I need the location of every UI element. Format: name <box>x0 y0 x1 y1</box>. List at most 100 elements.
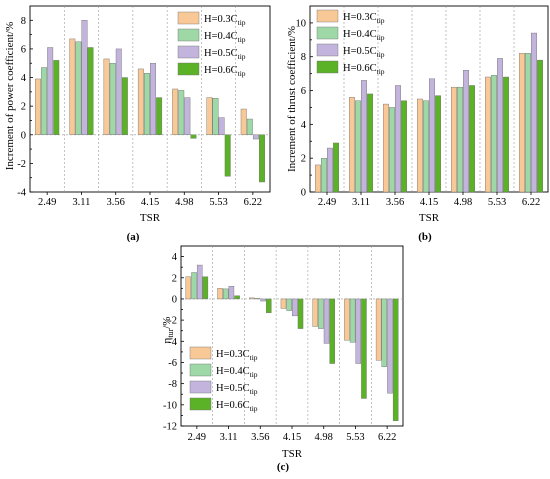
legend-label: H=0.3Ctip <box>204 14 246 27</box>
bar <box>87 47 94 135</box>
y-tick-label: -12 <box>163 422 177 433</box>
bar <box>318 298 324 329</box>
bar <box>254 298 261 300</box>
y-tick-label: 8 <box>301 52 306 63</box>
plot-frame <box>180 245 404 427</box>
x-tick-label: 4.15 <box>283 432 301 443</box>
bar <box>355 298 362 364</box>
x-tick-label: 5.53 <box>488 197 506 208</box>
y-tick-label: 0 <box>21 130 26 141</box>
y-tick-label: 8 <box>21 16 26 27</box>
y-tick-label: -4 <box>168 337 177 348</box>
y-axis-label: ηtur/% <box>161 317 175 344</box>
bar <box>144 73 150 135</box>
bar <box>286 298 292 311</box>
y-tick-label: -10 <box>163 400 177 411</box>
legend-swatch <box>189 346 212 360</box>
bar <box>75 41 82 135</box>
bar <box>206 97 213 135</box>
bar <box>349 298 356 343</box>
bar <box>392 298 399 421</box>
bar <box>246 118 253 135</box>
legend-label: H=0.5Ctip <box>216 383 258 396</box>
bar <box>355 100 361 193</box>
bar <box>519 53 525 193</box>
bar <box>321 157 327 193</box>
y-tick-label: -2 <box>168 316 177 327</box>
x-tick-label: 3.11 <box>352 197 370 208</box>
bar <box>417 98 423 193</box>
bar <box>172 88 179 135</box>
x-tick-label: 2.49 <box>318 197 336 208</box>
x-tick-label: 3.11 <box>72 197 90 208</box>
x-tick-label: 3.56 <box>386 197 404 208</box>
bar <box>47 47 54 135</box>
bar <box>260 298 266 302</box>
bar <box>389 107 395 193</box>
bar <box>196 264 203 300</box>
bar <box>224 134 231 177</box>
bar <box>349 97 355 193</box>
y-tick-label: -6 <box>168 358 177 369</box>
bar <box>218 117 225 135</box>
y-tick-label: -4 <box>17 188 26 199</box>
legend-label: H=0.4Ctip <box>343 29 385 42</box>
bar <box>249 297 255 300</box>
bar <box>381 298 388 367</box>
legend-swatch <box>189 397 212 411</box>
x-tick-label: 2.49 <box>38 197 56 208</box>
legend-label: H=0.4Ctip <box>216 366 258 379</box>
bar <box>156 97 163 135</box>
bar <box>361 80 367 193</box>
bar <box>109 63 116 135</box>
bar <box>41 67 48 135</box>
y-tick-label: 2 <box>21 102 26 113</box>
x-tick-label: 3.11 <box>220 432 238 443</box>
bar <box>297 298 304 329</box>
bar <box>178 90 185 135</box>
bar <box>367 93 373 193</box>
legend-label: H=0.6Ctip <box>343 63 385 76</box>
x-axis-label: TSR <box>140 212 161 224</box>
legend-label: H=0.6Ctip <box>204 65 246 78</box>
legend-swatch <box>316 26 339 40</box>
y-tick-label: 6 <box>21 44 26 55</box>
legend-swatch <box>177 28 200 42</box>
x-tick-label: 4.98 <box>315 432 333 443</box>
panel-label: (a) <box>127 231 140 243</box>
bar <box>222 288 229 300</box>
x-tick-label: 6.22 <box>244 197 262 208</box>
legend-swatch <box>177 11 200 25</box>
legend-label: H=0.3Ctip <box>343 12 385 25</box>
bar <box>375 298 382 361</box>
y-tick-label: -8 <box>168 379 177 390</box>
legend-swatch <box>177 62 200 76</box>
bar <box>280 298 287 309</box>
y-axis-label: Increment of power coefficient/% <box>4 22 16 171</box>
legend-label: H=0.5Ctip <box>343 46 385 59</box>
y-tick-label: 4 <box>21 73 27 84</box>
bar <box>429 78 435 193</box>
bar <box>451 86 457 193</box>
bar <box>103 58 110 135</box>
bar <box>259 134 265 183</box>
bar <box>531 32 537 193</box>
panel-label: (b) <box>418 231 432 243</box>
bar <box>266 298 272 313</box>
x-axis-label: TSR <box>419 212 440 224</box>
bar <box>121 77 128 135</box>
bar <box>383 103 389 193</box>
y-tick-label: 10 <box>296 18 307 29</box>
bar <box>401 100 407 193</box>
bar <box>190 134 197 139</box>
x-tick-label: 6.22 <box>522 197 540 208</box>
bar <box>240 108 247 135</box>
y-tick-label: 4 <box>301 120 307 131</box>
bar <box>463 70 469 193</box>
bar <box>315 164 321 193</box>
bar <box>217 288 223 300</box>
legend-swatch <box>316 9 339 23</box>
bar <box>485 76 491 193</box>
bar <box>457 86 463 193</box>
chart-panel-1: 0 2 4 6 8 10 2.49 3.11 3.56 4.15 4.98 5.53 6.22 TSR In… <box>286 5 549 243</box>
